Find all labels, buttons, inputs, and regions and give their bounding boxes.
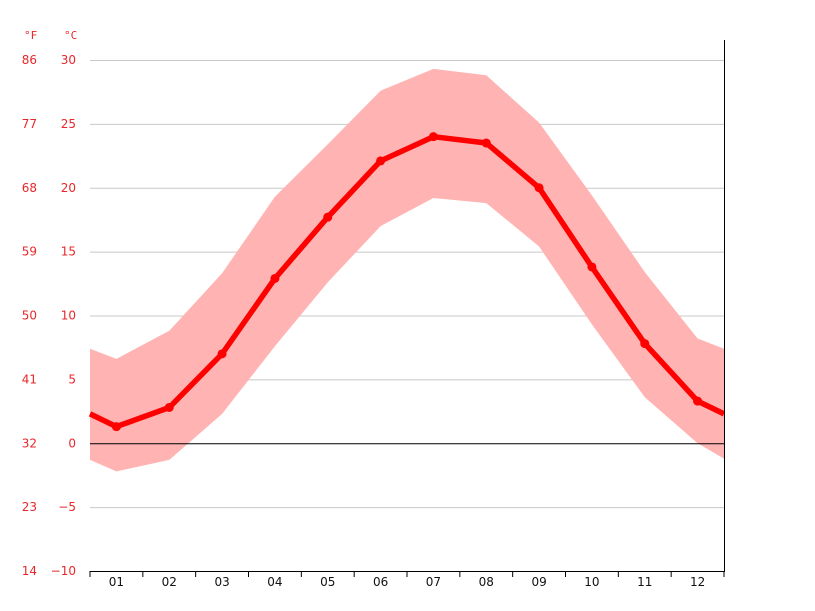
average-temperature-point — [640, 339, 650, 349]
fahrenheit-tick-label: 50 — [22, 309, 37, 323]
celsius-tick-label: 10 — [61, 309, 76, 323]
average-temperature-point — [587, 262, 597, 272]
temperature-range-band — [90, 68, 724, 472]
celsius-tick-label: 15 — [61, 245, 76, 259]
month-label: 01 — [109, 575, 124, 589]
celsius-tick-label: 20 — [61, 181, 76, 195]
average-temperature-point — [481, 138, 491, 148]
month-label: 11 — [637, 575, 652, 589]
fahrenheit-tick-label: 86 — [22, 53, 37, 67]
average-temperature-point — [111, 422, 121, 432]
average-temperature-point — [428, 132, 438, 142]
celsius-tick-label: 0 — [68, 436, 76, 450]
celsius-tick-label: −5 — [58, 500, 76, 514]
fahrenheit-tick-label: 23 — [22, 500, 37, 514]
month-label: 05 — [320, 575, 335, 589]
month-label: 04 — [267, 575, 282, 589]
celsius-tick-label: 25 — [61, 117, 76, 131]
average-temperature-point — [534, 183, 544, 193]
average-temperature-line — [88, 132, 726, 432]
celsius-unit-label: °C — [64, 29, 77, 42]
celsius-tick-label: 5 — [68, 372, 76, 386]
month-label: 02 — [162, 575, 177, 589]
average-temperature-point — [323, 212, 333, 222]
y-axis-labels: 30 86 25 77 20 68 15 59 10 50 5 41 0 32 −5 23 −10 14 — [22, 53, 76, 578]
min-max-range-area — [90, 68, 724, 472]
celsius-tick-label: 30 — [61, 53, 76, 67]
fahrenheit-tick-label: 41 — [22, 372, 37, 386]
fahrenheit-tick-label: 32 — [22, 436, 37, 450]
month-label: 12 — [690, 575, 705, 589]
average-temperature-point — [693, 396, 703, 406]
fahrenheit-tick-label: 59 — [22, 245, 37, 259]
fahrenheit-unit-label: °F — [24, 29, 37, 42]
average-temperature-polyline — [88, 133, 726, 430]
x-axis: 01 02 03 04 05 06 07 08 09 10 11 12 — [89, 571, 725, 589]
fahrenheit-tick-label: 14 — [22, 564, 37, 578]
month-label: 10 — [584, 575, 599, 589]
month-label: 09 — [531, 575, 546, 589]
month-label: 08 — [479, 575, 494, 589]
average-temperature-point — [217, 349, 227, 359]
average-temperature-point — [376, 156, 386, 166]
month-label: 06 — [373, 575, 388, 589]
average-temperature-point — [270, 273, 280, 283]
fahrenheit-tick-label: 77 — [22, 117, 37, 131]
celsius-tick-label: −10 — [51, 564, 76, 578]
average-temperature-point — [164, 402, 174, 412]
month-label: 07 — [426, 575, 441, 589]
month-label: 03 — [214, 575, 229, 589]
fahrenheit-tick-label: 68 — [22, 181, 37, 195]
